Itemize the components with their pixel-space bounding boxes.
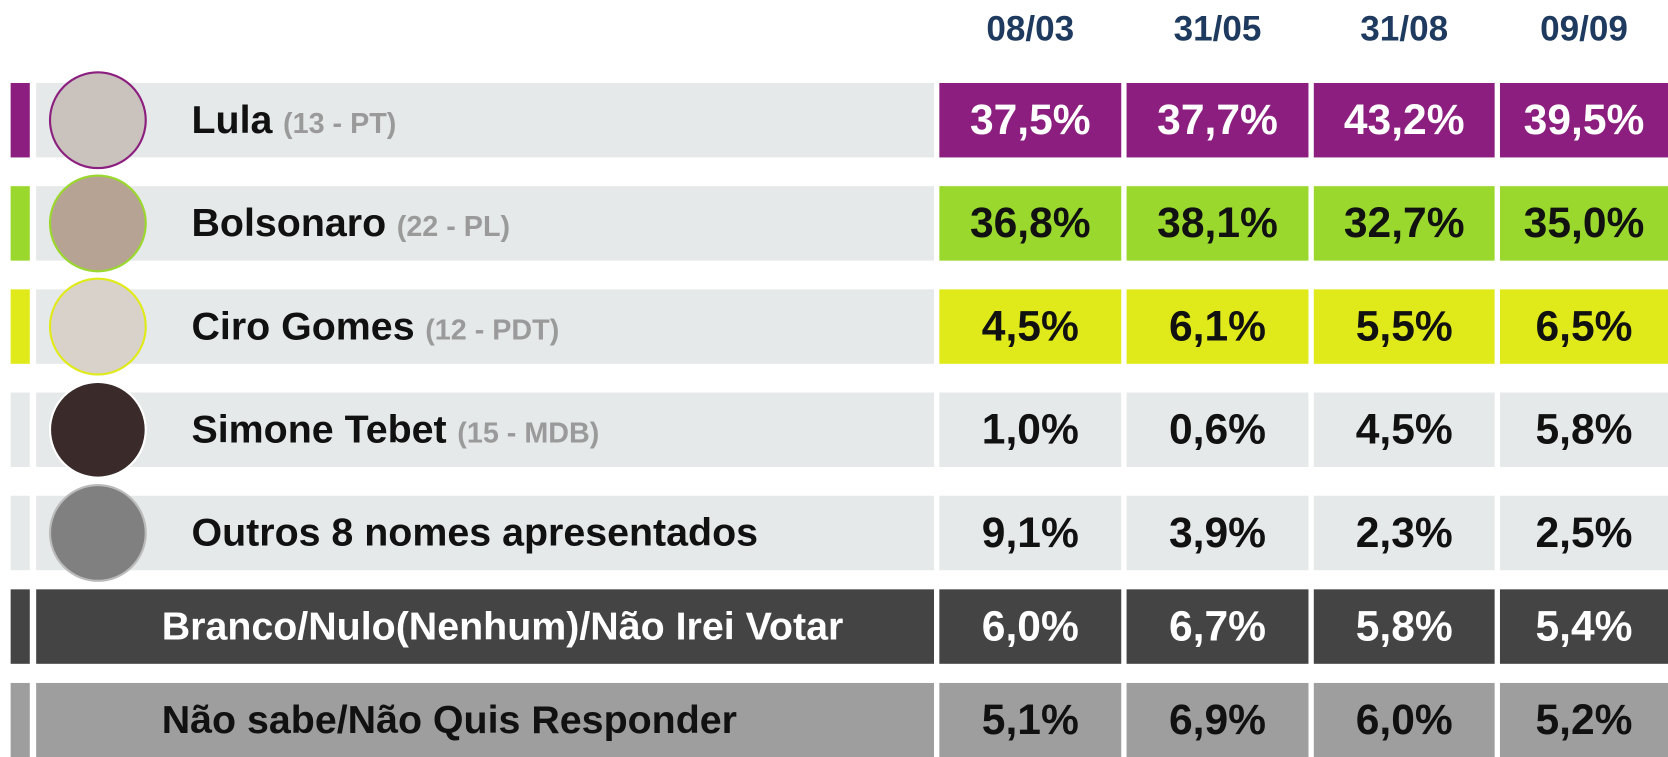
value-cell: 6,9% [1126,682,1309,757]
value-cell: 43,2% [1313,82,1495,158]
avatar [48,380,147,479]
value-cell: 5,1% [939,682,1122,757]
value-cell: 4,5% [939,289,1122,364]
candidate-name: Outros 8 nomes apresentados [191,510,759,555]
party: (12 - PDT) [425,313,560,346]
row-stripe [10,289,30,364]
name-cell [36,289,935,364]
value-cell: 39,5% [1499,82,1668,158]
value-cell: 5,8% [1499,392,1668,468]
candidate-label: Ciro Gomes (12 - PDT) [191,289,559,363]
candidate-name: Branco/Nulo(Nenhum)/Não Irei Votar [161,604,844,648]
row-stripe [10,682,30,757]
candidate-name: Bolsonaro [191,201,387,245]
date-header: 31/08 [1360,8,1449,48]
candidate-label: Outros 8 nomes apresentados [191,496,758,570]
name-cell [36,589,935,664]
value-cell: 37,5% [939,82,1122,158]
value-cell: 2,3% [1313,495,1495,571]
party: (15 - MDB) [457,416,600,449]
name-cell [36,495,935,571]
value-cell: 6,1% [1126,289,1309,364]
avatar [48,71,147,170]
candidate-label: Simone Tebet (15 - MDB) [191,393,599,467]
value-cell: 3,9% [1126,495,1309,571]
party: (22 - PL) [396,210,511,243]
value-cell: 4,5% [1313,392,1495,468]
party: (13 - PT) [283,106,397,139]
date-header: 31/05 [1173,8,1262,48]
row-stripe [10,392,30,468]
name-cell [36,186,935,261]
value-cell: 6,5% [1499,289,1668,364]
value-cell: 37,7% [1126,82,1309,158]
value-cell: 6,0% [939,589,1122,664]
candidate-label: Bolsonaro (22 - PL) [191,186,510,260]
value-cell: 38,1% [1126,186,1309,261]
date-header: 08/03 [986,8,1075,48]
candidate-name: Ciro Gomes [191,304,415,348]
row-stripe [10,589,30,664]
value-cell: 1,0% [939,392,1122,468]
avatar [48,174,147,273]
candidate-name: Simone Tebet [191,407,447,452]
candidate-name: Não sabe/Não Quis Responder [161,697,737,742]
value-cell: 5,5% [1313,289,1495,364]
row-stripe [10,82,30,158]
row-stripe [10,186,30,261]
value-cell: 6,0% [1313,682,1495,757]
candidate-label: Lula (13 - PT) [191,83,396,157]
value-cell: 5,8% [1313,589,1495,664]
value-cell: 9,1% [939,495,1122,571]
row-stripe [10,495,30,571]
value-cell: 36,8% [939,186,1122,261]
name-cell [36,392,935,468]
avatar [48,484,147,582]
name-cell [36,682,935,757]
value-cell: 35,0% [1499,186,1668,261]
value-cell: 2,5% [1499,495,1668,571]
candidate-label: Branco/Nulo(Nenhum)/Não Irei Votar [162,589,844,663]
value-cell: 5,2% [1499,682,1668,757]
value-cell: 6,7% [1126,589,1309,664]
avatar [48,277,147,376]
value-cell: 5,4% [1499,589,1668,664]
value-cell: 0,6% [1126,392,1309,468]
value-cell: 32,7% [1313,186,1495,261]
candidate-label: Não sabe/Não Quis Responder [162,683,737,757]
name-cell [36,82,935,158]
candidate-name: Lula [191,97,273,142]
date-header: 09/09 [1540,8,1628,48]
